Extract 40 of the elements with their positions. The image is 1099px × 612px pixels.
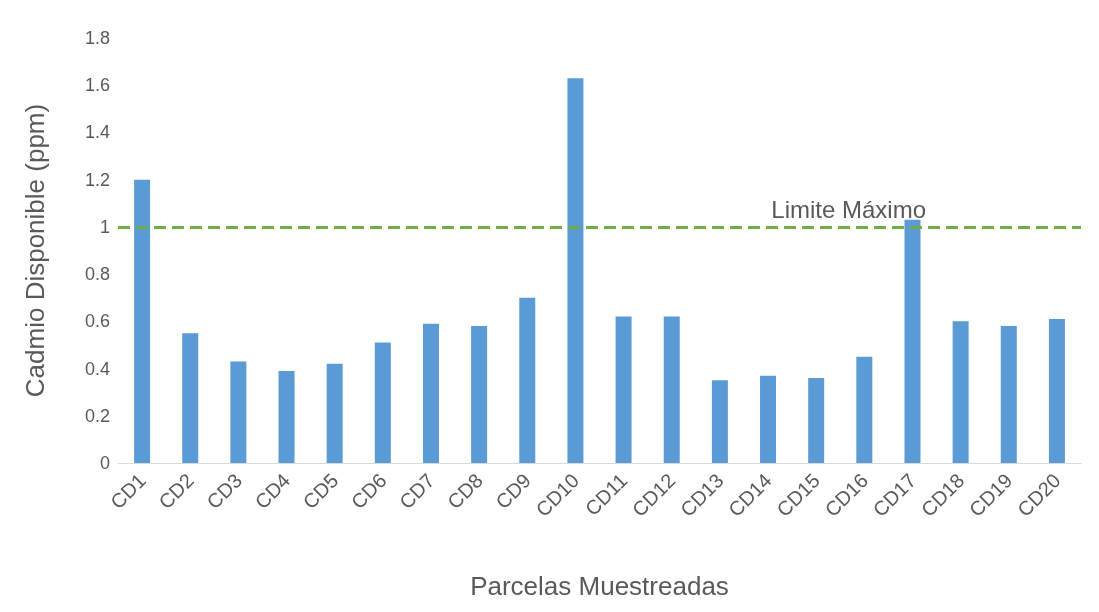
y-tick-label: 1.8 — [84, 28, 110, 48]
bar — [182, 333, 199, 463]
y-tick-label: 0.4 — [84, 358, 110, 379]
x-tick-label: CD7 — [394, 469, 439, 514]
bar — [760, 375, 777, 463]
bar — [422, 323, 439, 463]
bar — [326, 363, 343, 463]
bar — [134, 179, 151, 463]
bar — [519, 297, 536, 463]
y-tick-label: 1.6 — [84, 75, 110, 96]
bar — [711, 380, 728, 463]
bar — [663, 316, 680, 463]
y-tick-label: 0.2 — [84, 405, 110, 426]
bar — [471, 326, 488, 463]
y-tick-label: 1.2 — [84, 169, 110, 190]
y-tick-label: 1 — [99, 216, 110, 237]
x-tick-label: CD8 — [443, 469, 487, 514]
x-axis-title: Parcelas Muestreadas — [470, 571, 729, 601]
x-tick-label: CD3 — [202, 469, 247, 514]
x-tick-label: CD4 — [250, 469, 295, 514]
bar — [230, 361, 247, 463]
bar — [1048, 318, 1065, 463]
x-tick-label: CD2 — [154, 469, 198, 514]
y-tick-label: 0.6 — [84, 311, 110, 332]
bar — [904, 219, 921, 463]
bar — [615, 316, 632, 463]
bar — [952, 321, 969, 463]
y-axis-title: Cadmio Disponible (ppm) — [20, 103, 50, 398]
bar — [374, 342, 391, 463]
x-tick-label: CD5 — [298, 469, 343, 514]
bar — [1000, 326, 1017, 463]
bar — [808, 378, 825, 463]
ref-line-label: Limite Máximo — [771, 196, 926, 224]
x-tick-label: CD6 — [346, 469, 391, 514]
x-tick-label: CD9 — [491, 469, 536, 514]
y-tick-label: 1.4 — [84, 122, 110, 143]
bar — [278, 370, 295, 463]
bar — [567, 78, 584, 463]
bar — [856, 356, 873, 463]
y-tick-label: 0.8 — [84, 264, 110, 285]
